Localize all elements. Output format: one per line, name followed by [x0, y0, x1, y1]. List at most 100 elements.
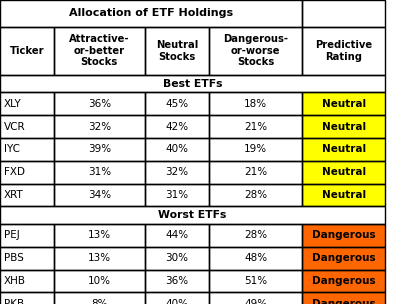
Text: 31%: 31% — [88, 167, 111, 177]
Bar — [54, 27, 145, 75]
Bar — [0, 92, 54, 115]
Bar — [0, 27, 54, 75]
Bar — [301, 161, 384, 184]
Bar — [0, 92, 54, 115]
Bar — [209, 138, 301, 161]
Bar — [209, 270, 301, 292]
Bar — [54, 115, 145, 138]
Bar — [301, 224, 384, 247]
Bar — [301, 138, 384, 161]
Bar — [301, 184, 384, 206]
Bar — [145, 184, 209, 206]
Text: Dangerous: Dangerous — [311, 299, 375, 304]
Bar — [301, 292, 384, 304]
Bar — [54, 270, 145, 292]
Bar — [0, 292, 54, 304]
Text: 51%: 51% — [244, 276, 266, 286]
Bar — [54, 161, 145, 184]
Text: 32%: 32% — [165, 167, 188, 177]
Text: 18%: 18% — [244, 99, 266, 109]
Text: 42%: 42% — [165, 122, 188, 132]
Text: 44%: 44% — [165, 230, 188, 240]
Text: 10%: 10% — [88, 276, 111, 286]
Text: 49%: 49% — [244, 299, 266, 304]
Bar — [0, 184, 54, 206]
Bar — [0, 224, 54, 247]
Text: 32%: 32% — [88, 122, 111, 132]
Bar — [0, 206, 384, 224]
Bar — [54, 138, 145, 161]
Text: 28%: 28% — [244, 230, 266, 240]
Bar — [301, 115, 384, 138]
Bar — [301, 0, 384, 27]
Bar — [54, 138, 145, 161]
Bar — [145, 138, 209, 161]
Bar — [145, 161, 209, 184]
Text: Dangerous: Dangerous — [311, 253, 375, 263]
Bar — [0, 184, 54, 206]
Bar — [209, 161, 301, 184]
Text: Dangerous: Dangerous — [311, 276, 375, 286]
Text: Neutral: Neutral — [321, 122, 365, 132]
Bar — [145, 224, 209, 247]
Bar — [209, 184, 301, 206]
Bar — [0, 270, 54, 292]
Text: IYC: IYC — [4, 144, 20, 154]
Bar — [0, 75, 384, 92]
Bar — [54, 27, 145, 75]
Bar — [209, 92, 301, 115]
Text: 40%: 40% — [165, 144, 188, 154]
Text: Neutral
Stocks: Neutral Stocks — [155, 40, 198, 62]
Text: XRT: XRT — [4, 190, 24, 200]
Bar — [209, 115, 301, 138]
Bar — [301, 224, 384, 247]
Text: 40%: 40% — [165, 299, 188, 304]
Bar — [0, 224, 54, 247]
Text: 39%: 39% — [88, 144, 111, 154]
Bar — [209, 247, 301, 270]
Text: 21%: 21% — [244, 122, 266, 132]
Text: 31%: 31% — [165, 190, 188, 200]
Bar — [145, 115, 209, 138]
Bar — [54, 247, 145, 270]
Bar — [209, 27, 301, 75]
Text: 19%: 19% — [244, 144, 266, 154]
Bar — [209, 115, 301, 138]
Bar — [0, 161, 54, 184]
Bar — [145, 292, 209, 304]
Bar — [0, 138, 54, 161]
Bar — [0, 206, 384, 224]
Bar — [0, 27, 54, 75]
Bar — [0, 292, 54, 304]
Bar — [145, 27, 209, 75]
Bar — [209, 247, 301, 270]
Text: 13%: 13% — [88, 230, 111, 240]
Text: Neutral: Neutral — [321, 99, 365, 109]
Bar — [209, 27, 301, 75]
Bar — [145, 247, 209, 270]
Bar — [145, 184, 209, 206]
Bar — [301, 247, 384, 270]
Text: 36%: 36% — [88, 99, 111, 109]
Bar — [0, 0, 301, 27]
Bar — [54, 161, 145, 184]
Text: 45%: 45% — [165, 99, 188, 109]
Bar — [301, 27, 384, 75]
Text: 13%: 13% — [88, 253, 111, 263]
Text: 28%: 28% — [244, 190, 266, 200]
Bar — [301, 247, 384, 270]
Bar — [145, 270, 209, 292]
Text: Attractive-
or-better
Stocks: Attractive- or-better Stocks — [69, 34, 129, 67]
Bar — [54, 224, 145, 247]
Bar — [145, 224, 209, 247]
Bar — [54, 184, 145, 206]
Bar — [0, 115, 54, 138]
Bar — [301, 27, 384, 75]
Bar — [301, 115, 384, 138]
Bar — [209, 161, 301, 184]
Text: 21%: 21% — [244, 167, 266, 177]
Bar — [0, 247, 54, 270]
Bar — [0, 138, 54, 161]
Text: 8%: 8% — [91, 299, 107, 304]
Bar — [145, 115, 209, 138]
